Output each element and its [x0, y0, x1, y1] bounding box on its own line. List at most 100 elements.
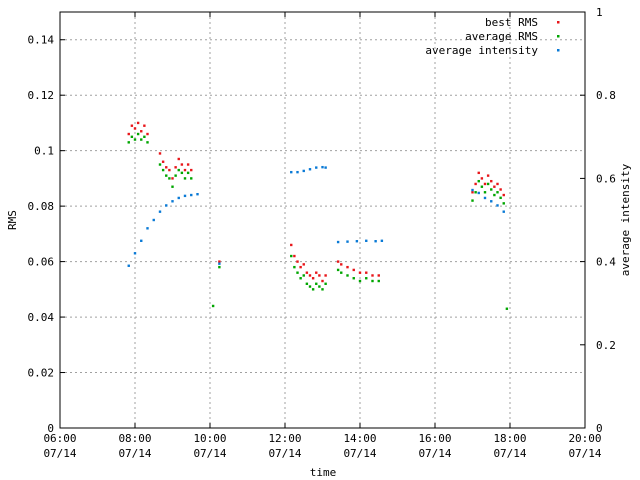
data-point: [296, 170, 299, 174]
data-point: [168, 168, 171, 172]
data-point: [502, 193, 505, 197]
data-point: [293, 254, 296, 258]
x-axis-ticks: 06:00 07/14 08:00 07/14 10:00 07/14 12:00 07/14…: [43, 12, 602, 460]
data-point: [321, 288, 324, 291]
y-tick-label: 0.1: [34, 145, 54, 158]
data-point: [499, 196, 502, 200]
y-axis-ticks: 0 0.02 0.04 0.06 0.08 0.1 0.12 0.14: [28, 34, 65, 435]
data-point: [190, 177, 193, 180]
legend-swatch: [557, 35, 560, 38]
data-point: [299, 277, 302, 280]
data-point: [352, 277, 355, 280]
data-point: [218, 260, 221, 263]
data-point: [140, 138, 143, 141]
y-axis-label: RMS: [6, 210, 19, 230]
data-point: [380, 239, 384, 242]
data-point: [299, 265, 302, 269]
series-average-intensity: [127, 165, 505, 267]
data-point: [130, 124, 134, 127]
data-point: [308, 285, 312, 288]
data-point: [177, 157, 180, 161]
data-point: [161, 160, 165, 163]
data-point: [290, 254, 293, 258]
data-point: [130, 135, 134, 138]
data-point: [186, 171, 190, 175]
data-point: [311, 288, 315, 291]
data-point: [133, 138, 137, 141]
data-point: [133, 127, 137, 130]
data-point: [211, 304, 215, 308]
data-point: [168, 177, 171, 180]
data-point: [480, 185, 484, 188]
x-axis-label: time: [310, 466, 337, 479]
y2-tick-label: 1: [596, 6, 603, 19]
data-point: [146, 141, 149, 144]
data-point: [133, 252, 137, 255]
data-point: [496, 191, 499, 194]
data-point: [340, 271, 343, 274]
x-tick-date: 07/14: [493, 447, 526, 460]
data-point: [502, 210, 505, 213]
y-tick-label: 0: [47, 422, 54, 435]
data-point: [324, 282, 327, 285]
legend-label: average RMS: [465, 30, 538, 43]
data-point: [140, 239, 143, 242]
y-tick-label: 0.08: [28, 200, 55, 213]
data-point: [315, 282, 318, 285]
x-tick-date: 07/14: [343, 447, 376, 460]
data-point: [177, 168, 180, 172]
x-tick-date: 07/14: [43, 447, 76, 460]
x-tick-date: 07/14: [568, 447, 601, 460]
data-point: [377, 279, 380, 283]
data-point: [490, 179, 493, 183]
data-point: [161, 168, 165, 172]
data-point: [321, 279, 324, 283]
data-point: [158, 210, 162, 213]
data-point: [293, 265, 296, 269]
data-point: [336, 268, 340, 272]
data-point: [302, 274, 305, 277]
data-point: [165, 174, 168, 177]
data-point: [174, 174, 177, 177]
data-point: [158, 152, 162, 155]
data-point: [165, 166, 168, 169]
data-point: [496, 204, 499, 207]
legend-swatch: [557, 49, 560, 52]
data-point: [474, 191, 477, 194]
x-tick-time: 16:00: [418, 432, 451, 445]
x-tick-date: 07/14: [418, 447, 451, 460]
y2-tick-label: 0.4: [596, 256, 616, 269]
data-point: [340, 263, 343, 266]
x-tick-time: 18:00: [493, 432, 526, 445]
plot-border: [59, 11, 586, 429]
data-point: [505, 307, 509, 310]
legend-swatch: [557, 21, 560, 24]
data-point: [218, 262, 221, 265]
y2-tick-label: 0: [596, 422, 603, 435]
data-point: [365, 277, 368, 280]
data-point: [302, 169, 305, 173]
data-point: [355, 240, 359, 243]
data-point: [302, 263, 305, 266]
data-point: [471, 199, 474, 202]
data-point: [493, 185, 496, 188]
data-point: [143, 124, 146, 127]
data-point: [171, 185, 174, 188]
data-point: [136, 121, 140, 125]
data-point: [183, 177, 187, 180]
x-tick-time: 08:00: [118, 432, 151, 445]
data-point: [315, 271, 318, 274]
data-point: [365, 271, 368, 274]
data-point: [477, 179, 480, 183]
data-point: [490, 188, 493, 191]
data-point: [486, 182, 490, 186]
data-point: [165, 204, 168, 207]
x-tick-time: 06:00: [43, 432, 76, 445]
data-point: [183, 168, 187, 172]
data-point: [318, 285, 321, 288]
data-point: [324, 274, 327, 277]
data-point: [371, 279, 374, 283]
data-point: [477, 191, 480, 195]
